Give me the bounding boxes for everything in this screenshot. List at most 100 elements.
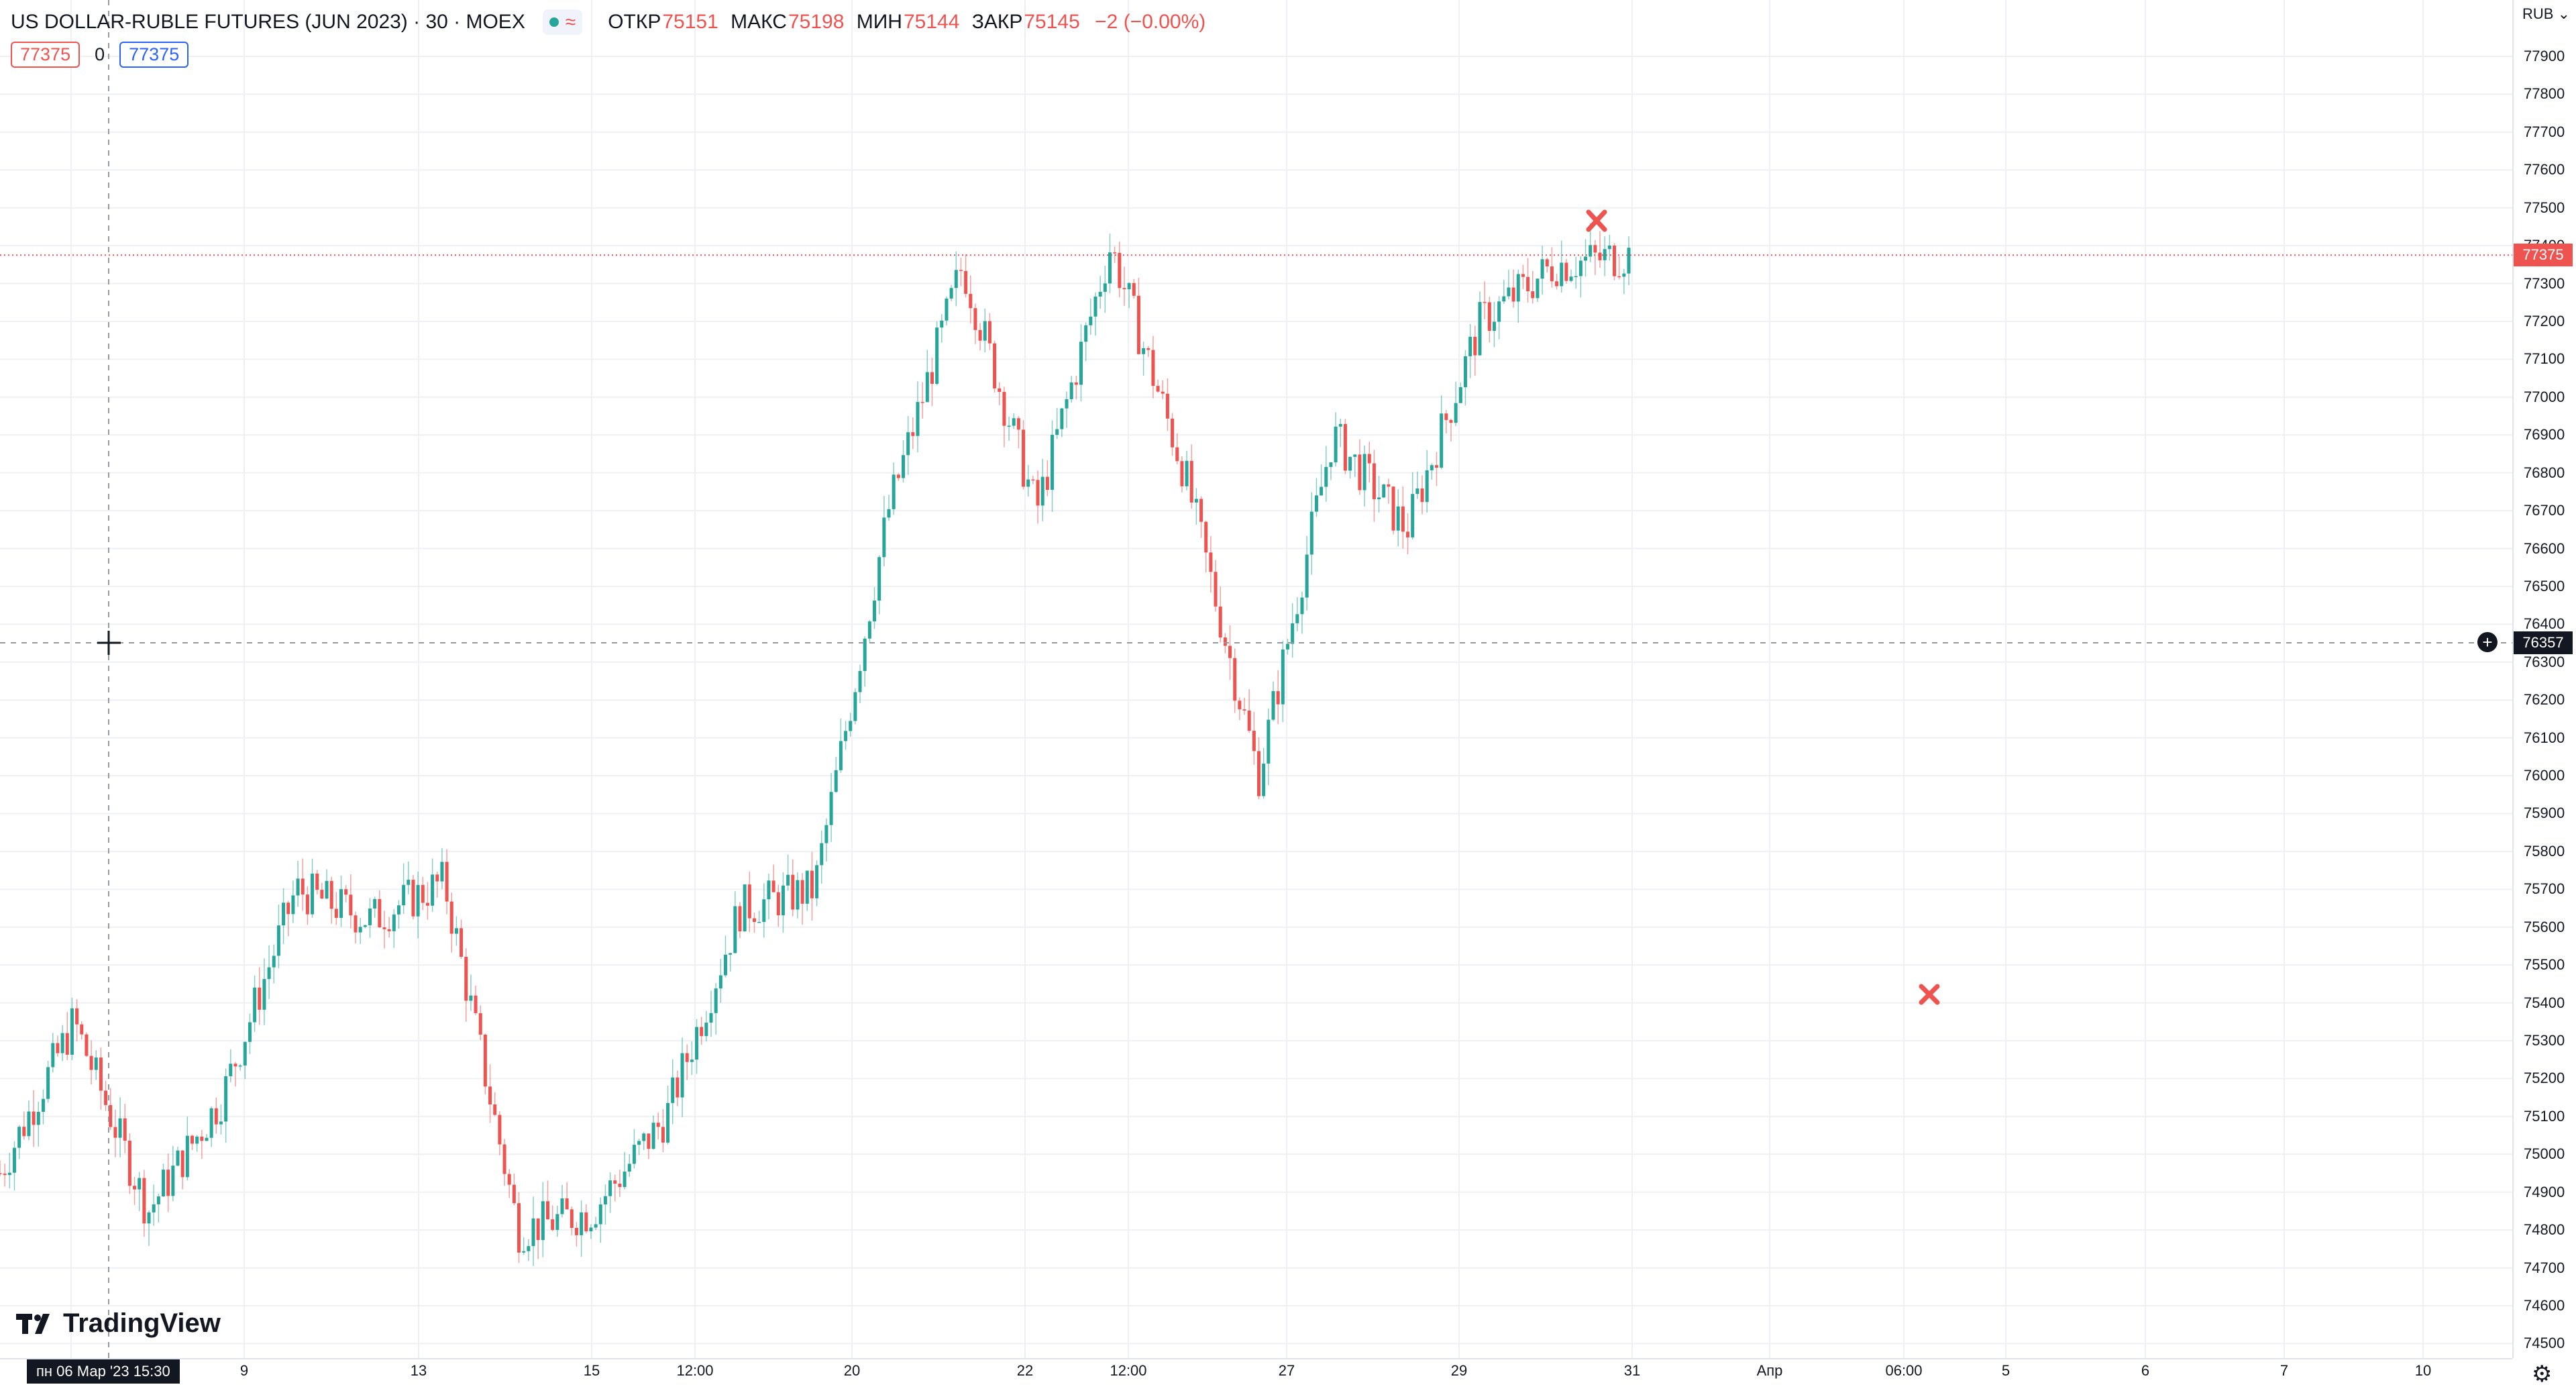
candle-body [464,957,468,1001]
candle-body [1291,623,1295,644]
price-tick: 74600 [2524,1297,2565,1314]
candle-body [133,1186,137,1190]
candle-body [1007,425,1011,427]
candle-body [156,1196,160,1204]
candle-body [238,1065,242,1067]
candle-body [738,906,742,932]
candle-body [1540,259,1544,279]
candle-body [906,432,910,456]
market-status[interactable]: ≈ [542,9,583,35]
candle-body [407,880,411,885]
candle-body [421,884,425,903]
candle-body [661,1127,665,1143]
price-tick: 76300 [2524,653,2565,670]
candle-body [1079,342,1083,385]
candle-body [1051,435,1055,490]
candle-body [1209,552,1213,572]
candle-body [32,1111,36,1125]
order-panel: 77375 0 77375 [11,42,189,68]
candle-body [1161,391,1165,394]
candle-body [570,1209,574,1229]
time-axis[interactable] [0,1358,2512,1397]
candle-body [887,509,891,518]
candle-body [1502,296,1506,302]
price-tick: 77000 [2524,388,2565,405]
candle-body [493,1104,497,1115]
candle-body [704,1023,708,1037]
candle-body [104,1090,108,1105]
price-tick: 77200 [2524,312,2565,329]
candle-body [527,1246,531,1251]
candle-body [1511,287,1515,302]
sell-button[interactable]: 77375 [11,42,80,68]
candle-body [627,1163,631,1172]
candle-body [1175,447,1179,462]
candle-body [1391,486,1395,531]
candle-body [834,770,838,792]
candle-body [810,870,814,898]
close-label: ЗАКР [971,11,1023,33]
candle-body [214,1108,218,1125]
candle-body [916,402,920,436]
candle-body [1507,287,1511,297]
candle-body [676,1077,680,1098]
open-label: ОТКР [608,11,661,33]
candle-body [334,909,338,918]
price-tick: 76700 [2524,502,2565,519]
tradingview-logo[interactable]: TradingView [16,1308,221,1339]
candle-body [882,517,886,558]
candle-body [41,1098,45,1113]
candle-body [396,905,400,915]
candle-body [1242,709,1246,711]
candle-body [152,1204,156,1212]
price-tick: 75600 [2524,918,2565,935]
candle-body [180,1150,184,1178]
candle-body [1430,465,1434,470]
candle-body [1444,413,1448,420]
candle-body [262,979,266,1010]
candle-body [867,621,871,639]
candle-body [978,329,982,341]
candle-body [623,1172,627,1188]
candle-body [800,880,804,904]
candle-body [729,953,733,955]
candle-body [339,889,343,918]
currency-selector[interactable]: RUB ⌄ [2522,5,2571,22]
candle-body [1214,572,1218,607]
candle-body [1343,423,1347,471]
price-tick: 76800 [2524,464,2565,481]
candle-body [229,1064,233,1076]
time-tick: 12:00 [1110,1362,1147,1379]
candle-body [1233,658,1237,701]
add-alert-icon[interactable]: + [2477,632,2498,652]
candle-body [839,741,843,770]
candle-body [17,1127,21,1148]
candle-body [498,1115,502,1145]
candle-body [109,1104,113,1127]
candle-body [844,731,848,741]
symbol-title[interactable]: US DOLLAR-RUBLE FUTURES (JUN 2023) · 30 … [11,11,525,33]
candle-body [7,1172,11,1176]
candle-body [512,1184,516,1204]
candle-body [27,1111,31,1137]
price-tick: 75900 [2524,805,2565,822]
candle-body [695,1027,699,1060]
candle-body [1545,259,1549,267]
candle-body [315,873,319,890]
candle-body [1564,262,1568,281]
candle-body [584,1212,588,1232]
candle-body [3,1174,7,1176]
market-open-icon [549,17,559,27]
price-axis[interactable] [2512,0,2576,1358]
candle-body [162,1170,166,1197]
gear-icon[interactable]: ⚙ [2532,1361,2553,1387]
candle-body [449,901,453,934]
candle-body [469,995,473,1001]
price-tick: 74500 [2524,1335,2565,1352]
candle-body [1156,386,1160,392]
buy-button[interactable]: 77375 [119,42,189,68]
candle-body [445,862,449,902]
price-tick: 76100 [2524,729,2565,746]
candle-body [1377,497,1381,500]
